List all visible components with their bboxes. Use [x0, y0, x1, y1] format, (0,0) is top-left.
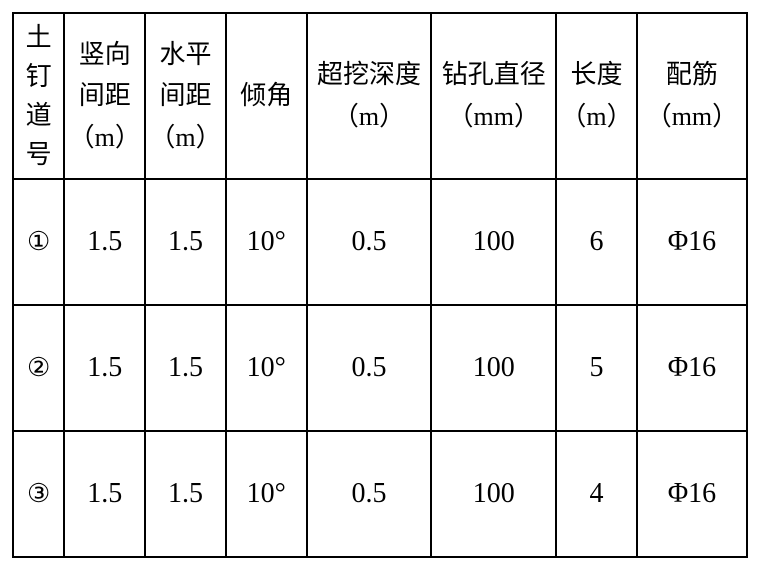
cell-v-spacing: 1.5 [64, 431, 145, 557]
cell-nail-id: ① [13, 179, 64, 305]
header-nail-id: 土 钉 道 号 [13, 13, 64, 179]
header-text: 间距 [159, 81, 211, 110]
table-body: ① 1.5 1.5 10° 0.5 100 6 Φ16 ② 1.5 1.5 10… [13, 179, 747, 557]
header-text: 超挖深度 [317, 60, 421, 89]
header-drill-diameter: 钻孔直径 （mm） [431, 13, 556, 179]
cell-diameter: 100 [431, 305, 556, 431]
cell-v-spacing: 1.5 [64, 305, 145, 431]
header-text: 钻孔直径 [442, 60, 546, 89]
header-text: （m） [69, 123, 141, 152]
cell-depth: 0.5 [307, 305, 432, 431]
header-text: （m） [149, 123, 221, 152]
cell-angle: 10° [226, 305, 307, 431]
cell-h-spacing: 1.5 [145, 179, 226, 305]
header-text: （m） [333, 102, 405, 131]
table-row: ③ 1.5 1.5 10° 0.5 100 4 Φ16 [13, 431, 747, 557]
table-header-row: 土 钉 道 号 竖向 间距 （m） 水平 间距 （m） 倾角 超挖深度 （m） [13, 13, 747, 179]
header-vertical-spacing: 竖向 间距 （m） [64, 13, 145, 179]
cell-length: 5 [556, 305, 637, 431]
header-text: 长度 [570, 60, 622, 89]
table-row: ② 1.5 1.5 10° 0.5 100 5 Φ16 [13, 305, 747, 431]
header-rebar: 配筋 （mm） [637, 13, 747, 179]
header-text: 竖向 [79, 40, 131, 69]
cell-v-spacing: 1.5 [64, 179, 145, 305]
header-text: 号 [26, 140, 52, 169]
header-text: 钉 [26, 62, 52, 91]
cell-depth: 0.5 [307, 431, 432, 557]
cell-depth: 0.5 [307, 179, 432, 305]
header-text: 间距 [79, 81, 131, 110]
cell-angle: 10° [226, 179, 307, 305]
cell-nail-id: ③ [13, 431, 64, 557]
cell-length: 6 [556, 179, 637, 305]
header-text: 倾角 [240, 81, 292, 110]
cell-rebar: Φ16 [637, 305, 747, 431]
cell-rebar: Φ16 [637, 179, 747, 305]
cell-diameter: 100 [431, 431, 556, 557]
header-text: （mm） [646, 102, 738, 131]
header-text: 配筋 [666, 60, 718, 89]
header-text: 水平 [159, 40, 211, 69]
soil-nail-parameters-table: 土 钉 道 号 竖向 间距 （m） 水平 间距 （m） 倾角 超挖深度 （m） [12, 12, 748, 558]
header-over-excavation-depth: 超挖深度 （m） [307, 13, 432, 179]
header-text: 土 [26, 23, 52, 52]
cell-angle: 10° [226, 431, 307, 557]
header-text: （m） [560, 102, 632, 131]
cell-length: 4 [556, 431, 637, 557]
table-row: ① 1.5 1.5 10° 0.5 100 6 Φ16 [13, 179, 747, 305]
header-text: 道 [26, 101, 52, 130]
header-length: 长度 （m） [556, 13, 637, 179]
cell-h-spacing: 1.5 [145, 305, 226, 431]
cell-nail-id: ② [13, 305, 64, 431]
cell-rebar: Φ16 [637, 431, 747, 557]
header-angle: 倾角 [226, 13, 307, 179]
header-text: （mm） [448, 102, 540, 131]
cell-diameter: 100 [431, 179, 556, 305]
cell-h-spacing: 1.5 [145, 431, 226, 557]
header-horizontal-spacing: 水平 间距 （m） [145, 13, 226, 179]
